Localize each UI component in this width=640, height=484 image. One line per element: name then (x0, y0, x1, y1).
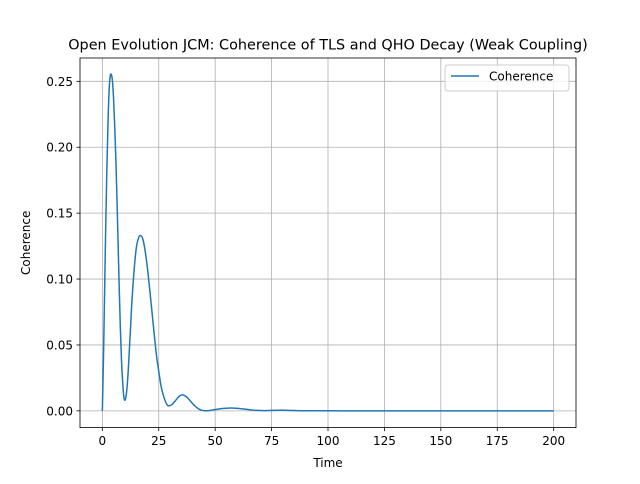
y-tick-label: 0.00 (46, 404, 73, 418)
x-tick-label: 200 (542, 434, 565, 448)
y-tick-label: 0.10 (46, 273, 73, 287)
x-tick-label: 0 (99, 434, 107, 448)
series-layer (101, 73, 554, 412)
x-tick-label: 50 (208, 434, 223, 448)
x-tick-label: 25 (151, 434, 166, 448)
legend: Coherence (444, 64, 570, 92)
x-tick-label: 100 (317, 434, 340, 448)
x-axis-label: Time (312, 456, 342, 470)
y-tick-label: 0.20 (46, 141, 73, 155)
legend-box (444, 64, 570, 92)
chart-title: Open Evolution JCM: Coherence of TLS and… (68, 38, 588, 54)
y-tick-label: 0.15 (46, 207, 73, 221)
legend-label-coherence: Coherence (489, 70, 553, 84)
y-tick-label: 0.25 (46, 75, 73, 89)
x-tick-label: 75 (264, 434, 279, 448)
x-tick-label: 125 (373, 434, 396, 448)
y-axis-label: Coherence (19, 211, 33, 275)
series-line-coherence (101, 73, 554, 412)
grid (80, 58, 576, 428)
y-axis-ticks: 0.00 0.05 0.10 0.15 0.20 0.25 (46, 75, 80, 418)
x-tick-label: 175 (486, 434, 509, 448)
x-axis-ticks: 0 25 50 75 100 125 150 175 200 (99, 427, 565, 448)
y-tick-label: 0.05 (46, 338, 73, 352)
x-tick-label: 150 (429, 434, 452, 448)
